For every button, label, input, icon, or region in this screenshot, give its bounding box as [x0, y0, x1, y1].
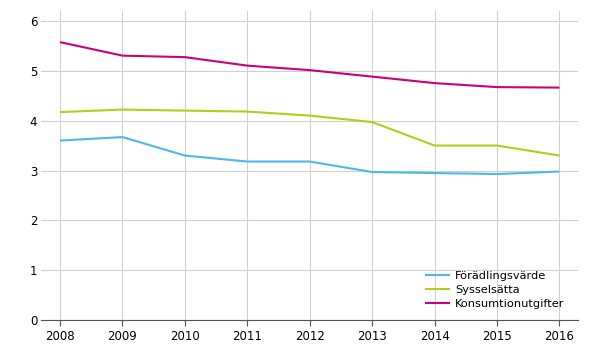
- Sysselsätta: [306, 114, 313, 118]
- Konsumtionutgifter: [306, 68, 313, 72]
- Sysselsätta: [244, 109, 251, 114]
- Konsumtionutgifter: [431, 81, 438, 85]
- Konsumtionutgifter: [181, 55, 188, 59]
- Förädlingsvärde: [181, 153, 188, 158]
- Förädlingsvärde: [493, 172, 500, 176]
- Legend: Förädlingsvärde, Sysselsätta, Konsumtionutgifter: Förädlingsvärde, Sysselsätta, Konsumtion…: [422, 268, 567, 312]
- Förädlingsvärde: [57, 138, 64, 143]
- Sysselsätta: [181, 109, 188, 113]
- Line: Förädlingsvärde: Förädlingsvärde: [60, 137, 559, 174]
- Förädlingsvärde: [556, 169, 563, 174]
- Konsumtionutgifter: [244, 63, 251, 68]
- Konsumtionutgifter: [369, 74, 376, 79]
- Line: Konsumtionutgifter: Konsumtionutgifter: [60, 42, 559, 88]
- Förädlingsvärde: [306, 159, 313, 164]
- Konsumtionutgifter: [57, 40, 64, 44]
- Konsumtionutgifter: [493, 85, 500, 89]
- Förädlingsvärde: [369, 170, 376, 174]
- Förädlingsvärde: [119, 135, 126, 139]
- Konsumtionutgifter: [556, 85, 563, 90]
- Sysselsätta: [431, 143, 438, 148]
- Förädlingsvärde: [431, 171, 438, 175]
- Sysselsätta: [369, 120, 376, 124]
- Konsumtionutgifter: [119, 53, 126, 58]
- Förädlingsvärde: [244, 159, 251, 164]
- Sysselsätta: [119, 108, 126, 112]
- Sysselsätta: [57, 110, 64, 114]
- Sysselsätta: [493, 143, 500, 148]
- Line: Sysselsätta: Sysselsätta: [60, 110, 559, 156]
- Sysselsätta: [556, 153, 563, 158]
